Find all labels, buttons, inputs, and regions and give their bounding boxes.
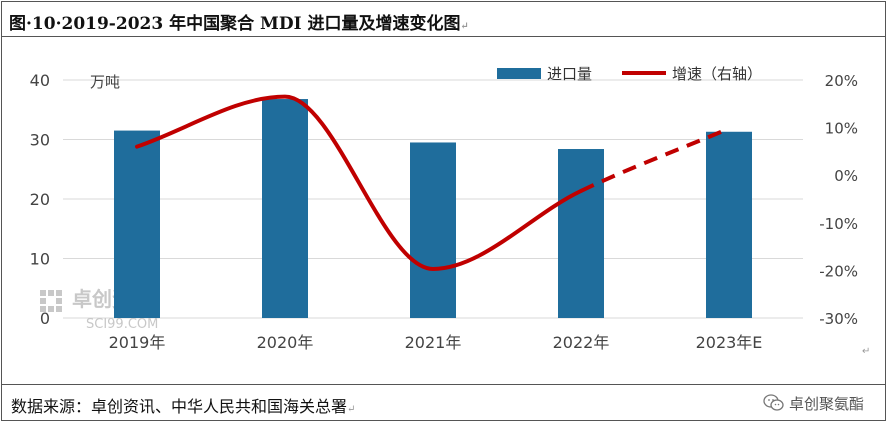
growth-line-dashed [580, 126, 730, 193]
x-tick-label: 2022年 [553, 333, 610, 352]
left-tick-label: 40 [30, 71, 50, 90]
wechat-label: 卓创聚氨酯 [788, 395, 864, 413]
source-text: 数据来源：卓创资讯、中华人民共和国海关总署 [11, 397, 348, 416]
wechat-icon [763, 393, 785, 416]
title-paragraph-mark: ↵ [460, 21, 469, 32]
wechat-account: 卓创聚氨酯 [763, 393, 864, 416]
left-tick-label: 0 [40, 309, 50, 328]
right-axis-ticks: -30% -20% -10% 0% 10% 20% [819, 72, 858, 328]
legend: 进口量 增速（右轴） [497, 65, 762, 83]
left-tick-label: 30 [30, 131, 50, 150]
x-tick-label: 2023年E [696, 333, 763, 352]
right-tick-label: -20% [819, 262, 858, 280]
bar [706, 131, 752, 318]
left-axis-ticks: 0 10 20 30 40 [30, 71, 50, 328]
right-tick-label: 10% [825, 120, 858, 138]
right-tick-label: -10% [819, 215, 858, 233]
unit-label: 万吨 [90, 73, 120, 91]
left-tick-label: 10 [30, 250, 50, 269]
growth-line-solid [135, 94, 583, 271]
bar [114, 130, 160, 318]
watermark-url: SCI99.COM [86, 317, 158, 332]
legend-label-line: 增速（右轴） [672, 65, 762, 83]
bar [410, 142, 456, 318]
figure-title: 图·10·2019-2023 年中国聚合 MDI 进口量及增速变化图↵ [9, 9, 469, 34]
bar [558, 149, 604, 318]
legend-swatch-bar [497, 68, 541, 79]
watermark-logo-icon [40, 290, 62, 312]
right-tick-label: 0% [834, 167, 858, 185]
paragraph-mark: ↵ [862, 346, 870, 357]
source-paragraph-mark: ↵ [347, 404, 356, 415]
legend-label-bar: 进口量 [547, 65, 592, 83]
right-tick-label: 20% [825, 72, 858, 90]
left-tick-label: 20 [30, 190, 50, 209]
x-tick-label: 2021年 [405, 333, 462, 352]
line-series [135, 94, 730, 271]
bar [262, 99, 308, 318]
source-row: 数据来源：卓创资讯、中华人民共和国海关总署↵ 卓创聚氨酯 [1, 384, 886, 421]
right-tick-label: -30% [819, 310, 858, 328]
source-note: 数据来源：卓创资讯、中华人民共和国海关总署↵ [11, 393, 355, 417]
bar-series [114, 99, 752, 318]
x-tick-label: 2019年 [109, 333, 166, 352]
title-text: 图·10·2019-2023 年中国聚合 MDI 进口量及增速变化图 [9, 14, 461, 34]
title-row: 图·10·2019-2023 年中国聚合 MDI 进口量及增速变化图↵ [1, 1, 886, 37]
x-axis-labels: 2019年 2020年 2021年 2022年 2023年E [109, 333, 763, 352]
x-tick-label: 2020年 [257, 333, 314, 352]
